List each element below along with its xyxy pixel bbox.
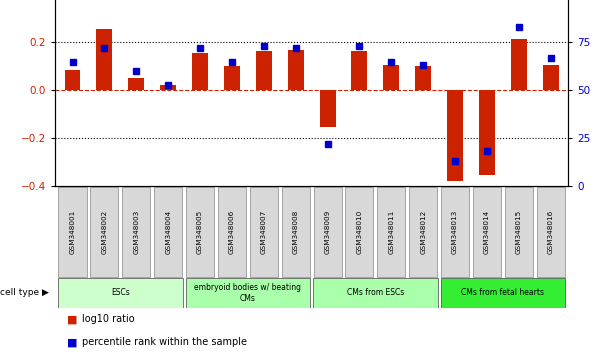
Text: CMs from ESCs: CMs from ESCs — [346, 289, 404, 297]
Bar — [282, 187, 310, 277]
Bar — [473, 187, 501, 277]
Text: GSM348010: GSM348010 — [356, 210, 362, 254]
Bar — [441, 278, 565, 308]
Bar — [128, 78, 144, 90]
Text: GSM348004: GSM348004 — [165, 210, 171, 254]
Bar — [313, 187, 342, 277]
Bar — [250, 187, 278, 277]
Text: GSM348007: GSM348007 — [261, 210, 267, 254]
Text: GSM348008: GSM348008 — [293, 210, 299, 254]
Bar — [536, 187, 565, 277]
Text: cell type ▶: cell type ▶ — [0, 289, 49, 297]
Text: GSM348006: GSM348006 — [229, 210, 235, 254]
Text: percentile rank within the sample: percentile rank within the sample — [82, 337, 247, 348]
Bar — [409, 187, 437, 277]
Text: GSM348009: GSM348009 — [324, 210, 331, 254]
Text: log10 ratio: log10 ratio — [82, 314, 135, 325]
Text: CMs from fetal hearts: CMs from fetal hearts — [461, 289, 544, 297]
Bar — [160, 85, 176, 90]
Bar — [192, 53, 208, 90]
Bar — [351, 51, 367, 90]
Bar — [65, 70, 81, 90]
Bar — [505, 187, 533, 277]
Bar — [58, 278, 183, 308]
Bar — [256, 51, 272, 90]
Bar — [313, 278, 437, 308]
Text: GSM348001: GSM348001 — [70, 210, 76, 254]
Text: GSM348016: GSM348016 — [547, 210, 554, 254]
Bar — [186, 278, 310, 308]
Text: GSM348012: GSM348012 — [420, 210, 426, 254]
Bar — [383, 65, 399, 90]
Bar — [415, 67, 431, 90]
Bar — [543, 65, 558, 90]
Bar — [377, 187, 405, 277]
Bar — [288, 50, 304, 90]
Bar — [224, 67, 240, 90]
Text: GSM348005: GSM348005 — [197, 210, 203, 254]
Text: GSM348002: GSM348002 — [101, 210, 108, 254]
Text: GSM348014: GSM348014 — [484, 210, 490, 254]
Bar — [154, 187, 182, 277]
Bar — [90, 187, 119, 277]
Text: ■: ■ — [67, 314, 78, 325]
Text: embryoid bodies w/ beating
CMs: embryoid bodies w/ beating CMs — [194, 283, 301, 303]
Text: ESCs: ESCs — [111, 289, 130, 297]
Bar — [59, 187, 87, 277]
Bar — [441, 187, 469, 277]
Bar — [218, 187, 246, 277]
Bar — [511, 39, 527, 90]
Text: GSM348013: GSM348013 — [452, 210, 458, 254]
Bar — [186, 187, 214, 277]
Bar — [479, 90, 495, 175]
Bar — [97, 29, 112, 90]
Text: GSM348015: GSM348015 — [516, 210, 522, 254]
Text: ■: ■ — [67, 337, 78, 348]
Bar — [122, 187, 150, 277]
Bar — [447, 90, 463, 181]
Bar — [345, 187, 373, 277]
Text: GSM348003: GSM348003 — [133, 210, 139, 254]
Bar — [320, 90, 335, 127]
Text: GSM348011: GSM348011 — [389, 210, 394, 254]
